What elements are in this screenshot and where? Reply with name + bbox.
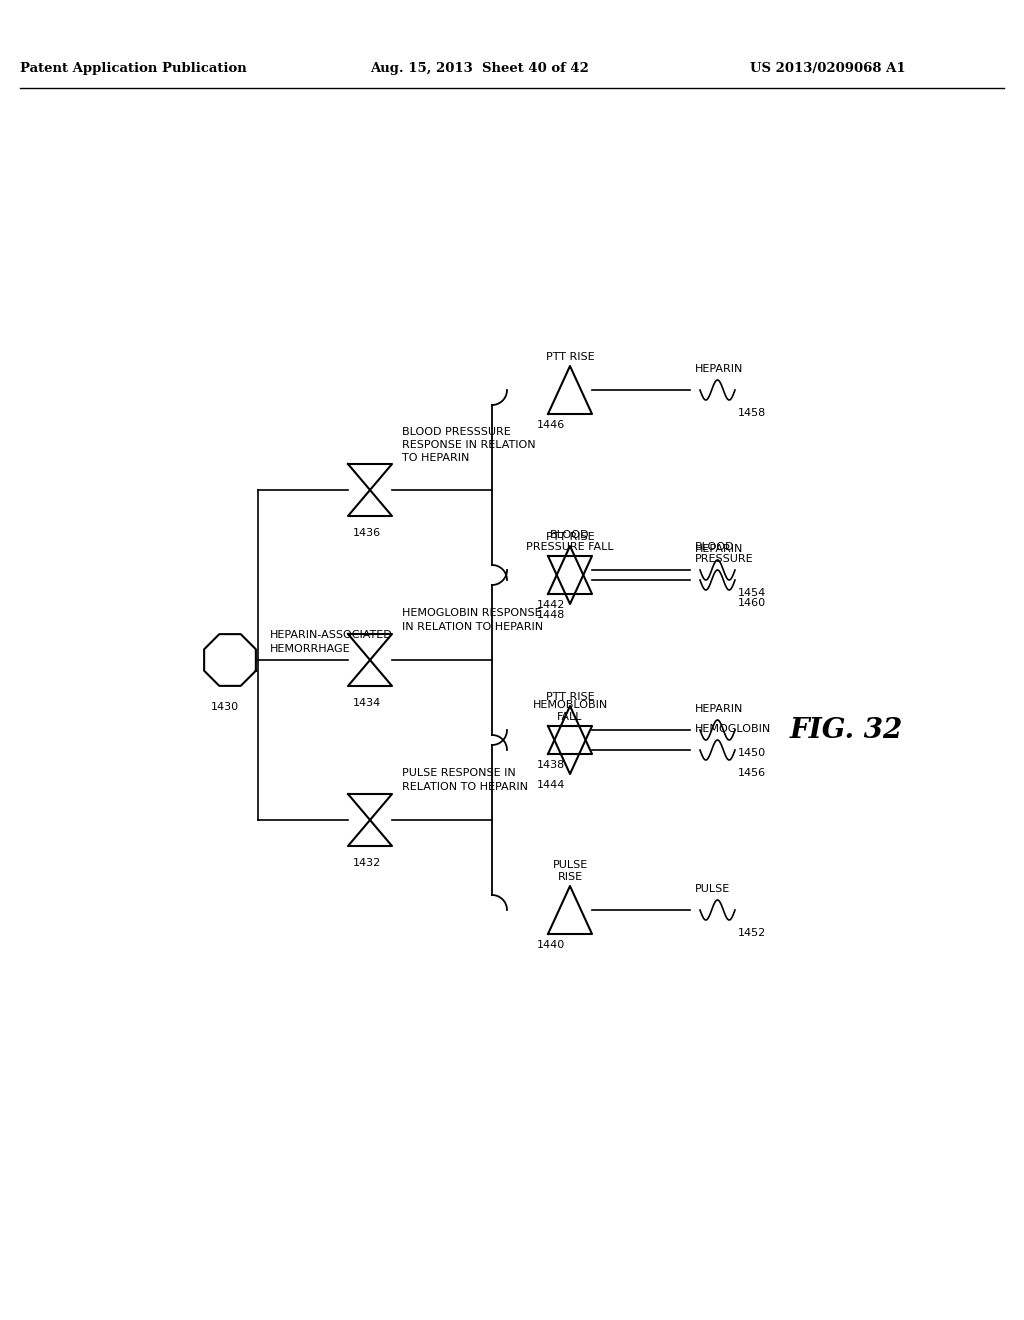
Text: PTT RISE: PTT RISE [546, 532, 594, 543]
Text: PULSE: PULSE [695, 884, 730, 894]
Text: HEPARIN: HEPARIN [695, 364, 743, 374]
Text: 1446: 1446 [537, 420, 565, 430]
Text: Aug. 15, 2013  Sheet 40 of 42: Aug. 15, 2013 Sheet 40 of 42 [370, 62, 589, 75]
Text: FIG. 32: FIG. 32 [790, 717, 903, 743]
Text: 1444: 1444 [537, 780, 565, 789]
Text: HEPARIN: HEPARIN [695, 704, 743, 714]
Text: 1452: 1452 [738, 928, 766, 939]
Text: 1438: 1438 [537, 760, 565, 770]
Text: 1456: 1456 [738, 768, 766, 777]
Text: HEPARIN: HEPARIN [695, 544, 743, 554]
Text: 1434: 1434 [353, 698, 381, 708]
Text: 1430: 1430 [211, 702, 239, 711]
Text: HEMOGLOBIN RESPONSE
IN RELATION TO HEPARIN: HEMOGLOBIN RESPONSE IN RELATION TO HEPAR… [402, 609, 543, 631]
Text: 1450: 1450 [738, 748, 766, 758]
Text: 1454: 1454 [738, 587, 766, 598]
Text: BLOOD
PRESSURE FALL: BLOOD PRESSURE FALL [526, 529, 613, 552]
Text: BLOOD PRESSSURE
RESPONSE IN RELATION
TO HEPARIN: BLOOD PRESSSURE RESPONSE IN RELATION TO … [402, 426, 536, 463]
Text: HEMOBLOBIN
FALL: HEMOBLOBIN FALL [532, 700, 607, 722]
Text: HEMOGLOBIN: HEMOGLOBIN [695, 723, 771, 734]
Text: BLOOD
PRESSURE: BLOOD PRESSURE [695, 541, 754, 564]
Text: 1436: 1436 [353, 528, 381, 539]
Text: 1448: 1448 [537, 610, 565, 620]
Text: PTT RISE: PTT RISE [546, 692, 594, 702]
Text: 1458: 1458 [738, 408, 766, 418]
Text: PULSE RESPONSE IN
RELATION TO HEPARIN: PULSE RESPONSE IN RELATION TO HEPARIN [402, 768, 528, 792]
Text: 1440: 1440 [537, 940, 565, 950]
Text: 1460: 1460 [738, 598, 766, 609]
Text: 1432: 1432 [353, 858, 381, 869]
Text: 1442: 1442 [537, 601, 565, 610]
Text: PULSE
RISE: PULSE RISE [552, 859, 588, 882]
Text: HEPARIN-ASSOCIATED
HEMORRHAGE: HEPARIN-ASSOCIATED HEMORRHAGE [270, 631, 393, 653]
Text: Patent Application Publication: Patent Application Publication [20, 62, 247, 75]
Text: US 2013/0209068 A1: US 2013/0209068 A1 [750, 62, 905, 75]
Text: PTT RISE: PTT RISE [546, 352, 594, 362]
